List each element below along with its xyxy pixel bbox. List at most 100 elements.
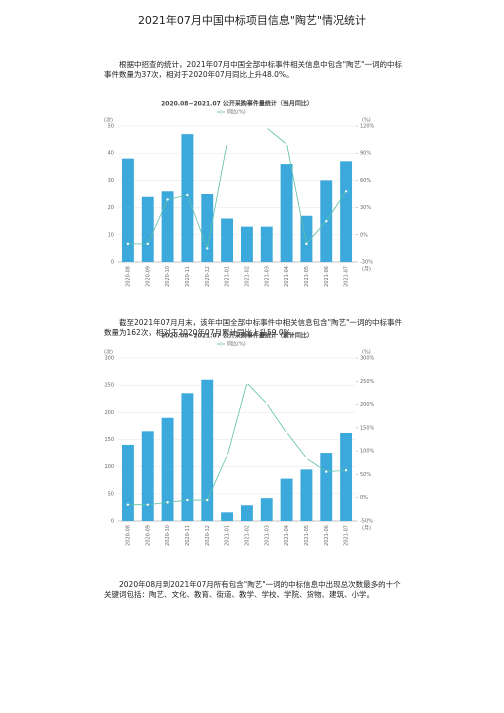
line [127, 144, 228, 250]
y-tick-label: 150 [104, 437, 114, 443]
line-marker [146, 503, 149, 506]
line [127, 382, 347, 506]
y-tick-label: 10 [108, 232, 114, 238]
x-axis-label: (月) [362, 267, 371, 273]
y2-tick-label: 50% [360, 472, 371, 478]
x-tick-label: 2020-09 [145, 525, 151, 546]
y-tick-label: 200 [104, 410, 114, 416]
legend-label: 同比(%) [227, 341, 246, 348]
line-marker [166, 198, 169, 201]
y-tick-label: 30 [108, 178, 114, 184]
chart-title: 2020.08~2021.07 公开采购事件量统计（当月同比） [161, 100, 313, 108]
y2-axis-label: (%) [362, 350, 371, 356]
y-tick-label: 20 [108, 205, 114, 211]
bar [300, 469, 313, 521]
bar [260, 226, 273, 262]
x-tick-label: 2020-08 [125, 266, 131, 287]
x-tick-label: 2021-03 [264, 266, 270, 287]
line-marker [285, 431, 288, 434]
line-marker [305, 242, 308, 246]
bar [300, 215, 313, 262]
y-axis-label: (次) [104, 117, 113, 124]
x-tick-label: 2021-01 [225, 525, 231, 546]
bar [161, 191, 174, 262]
bar [340, 432, 353, 521]
x-tick-label: 2021-07 [344, 266, 350, 287]
x-tick-label: 2021-04 [284, 266, 290, 287]
y2-tick-label: 200% [360, 402, 375, 408]
legend-marker [219, 342, 223, 346]
line-marker [344, 190, 348, 193]
x-axis-label: (月) [362, 526, 371, 532]
bar [221, 218, 234, 262]
x-tick-label: 2020-10 [165, 525, 171, 546]
bar [121, 158, 134, 262]
bar [340, 161, 353, 262]
x-tick-label: 2021-02 [244, 266, 250, 287]
x-tick-label: 2020-12 [205, 525, 211, 546]
y-tick-label: 250 [104, 383, 114, 389]
line-marker [285, 142, 288, 146]
y-axis-label: (次) [104, 349, 113, 356]
y2-tick-label: 300% [360, 356, 375, 362]
legend-label: 同比(%) [227, 109, 246, 116]
x-tick-label: 2021-07 [344, 525, 350, 546]
line-marker [325, 470, 328, 473]
y-tick-label: 50 [108, 124, 114, 130]
x-tick-label: 2021-05 [304, 266, 310, 287]
line-marker [265, 126, 268, 130]
chart-title: 2020.08~2021.07 公开采购事件量统计（累计同比） [161, 332, 313, 340]
y-tick-label: 100 [104, 464, 114, 470]
y-tick-label: 0 [111, 260, 114, 266]
line-marker [186, 193, 189, 197]
bar [240, 226, 253, 262]
x-tick-label: 2020-12 [205, 266, 211, 287]
legend-marker [219, 110, 223, 114]
x-tick-label: 2021-03 [264, 525, 270, 546]
bar [280, 164, 293, 262]
line-marker [206, 247, 209, 250]
line-marker [225, 454, 229, 457]
bar [141, 431, 154, 521]
line-marker [206, 498, 209, 502]
line-marker [245, 381, 249, 385]
x-tick-label: 2020-08 [125, 525, 131, 546]
y-tick-label: 0 [111, 519, 114, 525]
bar [221, 512, 234, 521]
bar [181, 393, 194, 521]
line-marker [186, 498, 189, 502]
x-tick-label: 2021-05 [304, 525, 310, 546]
y-tick-label: 50 [108, 491, 114, 497]
line-marker [325, 220, 328, 223]
y2-tick-label: 90% [360, 151, 371, 157]
bar [141, 196, 154, 262]
y2-tick-label: 30% [360, 205, 371, 211]
bar [121, 444, 134, 521]
bar [181, 134, 194, 262]
bar [280, 478, 293, 521]
y2-tick-label: -50% [360, 519, 373, 525]
x-tick-label: 2020-11 [185, 525, 191, 546]
x-tick-label: 2020-11 [185, 266, 191, 287]
paragraph: 截至2021年07月月末，该年中国全部中标事件中相关信息包含"陶艺"一词的中标事… [104, 318, 403, 337]
y2-tick-label: 60% [360, 178, 371, 184]
paragraph: 根据中招查的统计，2021年07月中国全部中标事件相关信息中包含"陶艺"一词的中… [104, 60, 403, 79]
x-tick-label: 2021-06 [324, 266, 330, 287]
y2-tick-label: 120% [360, 124, 375, 130]
bar [201, 194, 214, 262]
y2-tick-label: 100% [360, 449, 375, 455]
line-marker [265, 402, 268, 405]
x-tick-label: 2021-04 [284, 525, 290, 546]
x-tick-label: 2020-09 [145, 266, 151, 287]
bar [201, 379, 214, 521]
y2-tick-label: 150% [360, 425, 375, 431]
y2-tick-label: 250% [360, 379, 375, 385]
bar [320, 453, 333, 521]
paragraph: 2020年08月到2021年07月所有包含"陶艺"一词的中标信息中出现总次数最多… [104, 580, 401, 599]
line-marker [344, 469, 348, 472]
y-tick-label: 300 [104, 356, 114, 362]
y-tick-label: 40 [108, 151, 114, 157]
y2-tick-label: -30% [360, 260, 373, 266]
